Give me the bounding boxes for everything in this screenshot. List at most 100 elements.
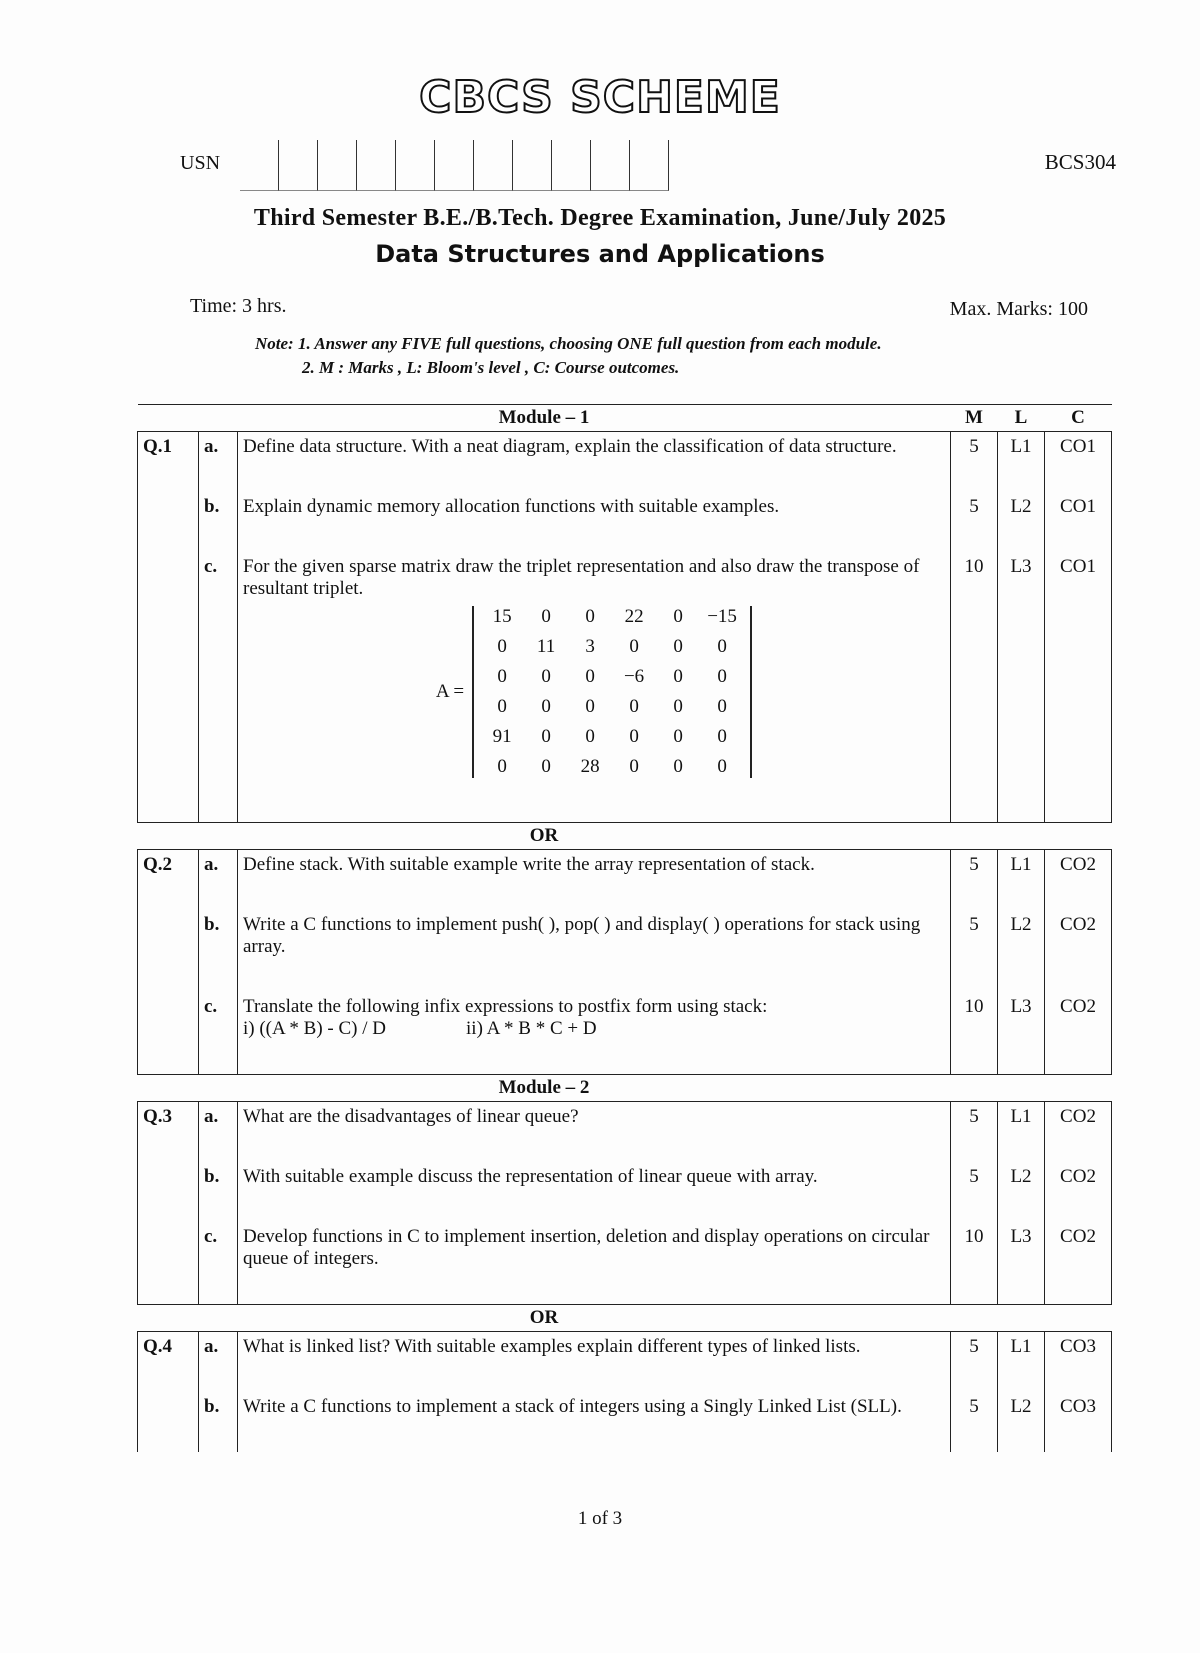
course-outcome: CO3	[1044, 1392, 1112, 1422]
sub-label: b.	[198, 910, 238, 962]
question-text: Write a C functions to implement a stack…	[243, 1396, 902, 1417]
course-outcome: CO1	[1044, 431, 1112, 462]
matrix-cell: 0	[717, 636, 727, 657]
marks-header: M	[950, 404, 998, 432]
matrix-cell: 0	[541, 696, 551, 717]
marks: 5	[950, 1101, 998, 1132]
blooms-level: L2	[997, 910, 1045, 962]
marks: 5	[950, 431, 998, 462]
sub-label: b.	[198, 1392, 238, 1422]
matrix-cell: 15	[492, 606, 512, 627]
blooms-level: L2	[997, 1162, 1045, 1192]
question-number: Q.1	[137, 431, 199, 462]
matrix-cell: 0	[673, 726, 683, 747]
matrix-cell: 0	[673, 606, 683, 627]
sub-label: c.	[198, 1222, 238, 1274]
marks: 10	[950, 992, 998, 1044]
sparse-matrix: A = 15 0 0 22 0 −15 0 11 3 0 0 0 0 0 0 −6 0 0 0 0 0 0 0 0 91 0 0 0 0 0…	[243, 606, 945, 778]
marks: 5	[950, 849, 998, 880]
question-row: c. Develop functions in C to implement i…	[137, 1222, 1112, 1274]
question-text: With suitable example discuss the repres…	[243, 1166, 818, 1187]
course-outcome: CO1	[1044, 492, 1112, 522]
marks: 5	[950, 910, 998, 962]
question-number: Q.4	[137, 1331, 199, 1362]
matrix-cell: 0	[629, 636, 639, 657]
sub-label: a.	[198, 431, 238, 462]
sub-label: c.	[198, 552, 238, 792]
page-number: 1 of 3	[577, 1508, 623, 1529]
question-number	[137, 1392, 199, 1422]
course-outcome: CO2	[1044, 910, 1112, 962]
matrix-cell: 0	[717, 666, 727, 687]
course-outcome: CO3	[1044, 1331, 1112, 1362]
question-number	[137, 1222, 199, 1274]
matrix-cell: 0	[717, 726, 727, 747]
matrix-cell: 91	[492, 726, 512, 747]
blooms-level: L1	[997, 849, 1045, 880]
or-divider: OR	[137, 1304, 951, 1332]
marks: 5	[950, 492, 998, 522]
question-row: c. Translate the following infix express…	[137, 992, 1112, 1044]
matrix-cell: 0	[541, 726, 551, 747]
matrix-cell: 0	[585, 606, 595, 627]
exam-title: Third Semester B.E./B.Tech. Degree Exami…	[253, 205, 947, 231]
question-text: What is linked list? With suitable examp…	[243, 1336, 861, 1357]
matrix-cell: −6	[623, 666, 645, 687]
matrix-cell: 0	[497, 756, 507, 777]
usn-boxes	[240, 140, 669, 191]
matrix-label: A =	[435, 681, 465, 702]
question-text: Translate the following infix expression…	[243, 996, 768, 1017]
or-divider: OR	[137, 822, 951, 850]
course-outcome: CO2	[1044, 992, 1112, 1044]
matrix-cell: 3	[585, 636, 595, 657]
question-text: What are the disadvantages of linear que…	[243, 1106, 579, 1127]
question-row: b. Write a C functions to implement a st…	[137, 1392, 1112, 1422]
matrix-cell: 0	[629, 756, 639, 777]
sub-label: a.	[198, 1331, 238, 1362]
sub-label: b.	[198, 1162, 238, 1192]
question-text: For the given sparse matrix draw the tri…	[243, 556, 920, 599]
blooms-level: L2	[997, 1392, 1045, 1422]
time: Time: 3 hrs.	[190, 295, 287, 317]
matrix-cell: 0	[717, 696, 727, 717]
question-row: c. For the given sparse matrix draw the …	[137, 552, 1112, 792]
course-outcome: CO2	[1044, 1101, 1112, 1132]
question-row: Q.2 a. Define stack. With suitable examp…	[137, 849, 1112, 880]
matrix-cell: 28	[580, 756, 600, 777]
question-number: Q.3	[137, 1101, 199, 1132]
question-row: b. Explain dynamic memory allocation fun…	[137, 492, 1112, 522]
question-row: b. With suitable example discuss the rep…	[137, 1162, 1112, 1192]
max-marks: Max. Marks: 100	[949, 298, 1088, 320]
question-number	[137, 910, 199, 962]
question-row: Q.3 a. What are the disadvantages of lin…	[137, 1101, 1112, 1132]
matrix-cell: 0	[629, 726, 639, 747]
marks: 10	[950, 1222, 998, 1274]
marks: 10	[950, 552, 998, 792]
question-number	[137, 1162, 199, 1192]
note-2: 2. M : Marks , L: Bloom's level , C: Cou…	[302, 358, 680, 377]
marks: 5	[950, 1392, 998, 1422]
course-outcome: CO2	[1044, 849, 1112, 880]
matrix-cell: 0	[717, 756, 727, 777]
matrix-cell: 0	[541, 606, 551, 627]
question-text: Develop functions in C to implement inse…	[243, 1226, 930, 1269]
module-2-heading: Module – 2	[137, 1074, 951, 1102]
sub-label: a.	[198, 849, 238, 880]
level-header: L	[997, 404, 1045, 432]
question-number	[137, 992, 199, 1044]
course-outcome: CO1	[1044, 552, 1112, 792]
course-outcome: CO2	[1044, 1162, 1112, 1192]
matrix-cell: 0	[541, 666, 551, 687]
question-text: Define data structure. With a neat diagr…	[243, 436, 897, 457]
matrix-cell: 0	[541, 756, 551, 777]
matrix-cell: 0	[585, 726, 595, 747]
matrix-cell: 0	[585, 696, 595, 717]
matrix-cell: 0	[497, 666, 507, 687]
matrix-cell: 22	[624, 606, 644, 627]
matrix-cell: 0	[497, 696, 507, 717]
co-header: C	[1044, 404, 1112, 432]
blooms-level: L1	[997, 1331, 1045, 1362]
blooms-level: L3	[997, 552, 1045, 792]
question-text: Define stack. With suitable example writ…	[243, 854, 815, 875]
